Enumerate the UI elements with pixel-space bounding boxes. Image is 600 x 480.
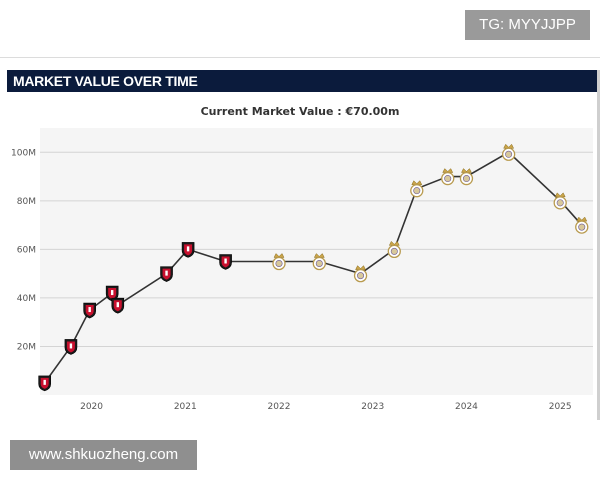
real-madrid-crest-point xyxy=(312,253,326,271)
y-tick-label: 20M xyxy=(17,342,36,352)
card-edge xyxy=(597,70,600,420)
real-madrid-crest-point xyxy=(272,253,286,271)
real-madrid-crest-point xyxy=(575,216,589,234)
rennes-crest-point xyxy=(160,266,173,282)
real-madrid-crest-point xyxy=(501,143,516,161)
y-tick-label: 40M xyxy=(17,294,36,304)
rennes-crest-point xyxy=(38,375,51,392)
y-tick-label: 100M xyxy=(11,148,36,158)
rennes-crest-point xyxy=(83,302,96,319)
section-title: MARKET VALUE OVER TIME xyxy=(13,73,198,89)
chart-title: Current Market Value : €70.00m xyxy=(200,105,400,118)
x-tick-label: 2021 xyxy=(174,402,197,412)
market-value-card: MARKET VALUE OVER TIME Current Market Va… xyxy=(0,57,600,423)
rennes-crest-point xyxy=(105,285,119,302)
rennes-crest-point xyxy=(219,254,232,270)
x-tick-label: 2025 xyxy=(549,402,572,412)
x-tick-label: 2020 xyxy=(80,402,103,412)
x-tick-label: 2024 xyxy=(455,402,478,412)
real-madrid-crest-point xyxy=(441,168,455,186)
x-tick-label: 2023 xyxy=(361,402,384,412)
rennes-crest-point xyxy=(181,242,195,258)
rennes-crest-point xyxy=(64,339,78,355)
watermark: www.shkuozheng.com xyxy=(10,440,197,470)
market-value-chart: 20M 40M 60M 80M 100M 2020 2021 2022 2023 2024 2025 xyxy=(11,128,593,412)
real-madrid-crest-point xyxy=(410,180,424,198)
y-tick-label: 80M xyxy=(17,197,36,207)
real-madrid-crest-point xyxy=(353,265,368,283)
y-tick-label: 60M xyxy=(17,245,36,255)
x-tick-label: 2022 xyxy=(268,402,291,412)
rennes-crest-point xyxy=(111,297,125,314)
real-madrid-crest-point xyxy=(387,240,401,259)
section-header: MARKET VALUE OVER TIME xyxy=(7,70,597,92)
tg-badge: TG: MYYJJPP xyxy=(465,10,590,40)
real-madrid-crest-point xyxy=(553,192,567,210)
real-madrid-crest-point xyxy=(459,168,474,186)
